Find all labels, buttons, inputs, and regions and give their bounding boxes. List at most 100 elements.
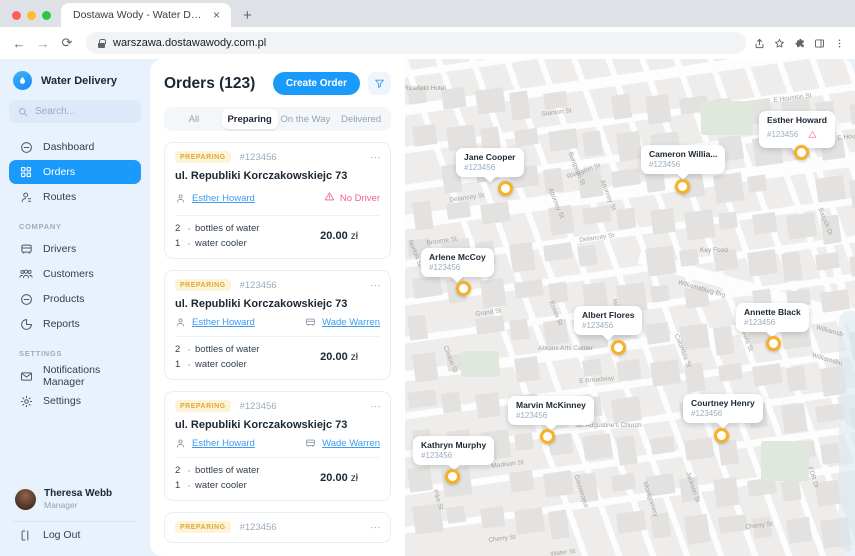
sidebar-item-drivers[interactable]: Drivers xyxy=(9,237,141,261)
map-block xyxy=(781,251,803,282)
address-bar[interactable]: warszawa.dostawawody.com.pl xyxy=(86,32,746,54)
order-card[interactable]: PREPARING #123456 ⋮ ul. Republiki Korczakow… xyxy=(164,142,391,259)
tab-delivered[interactable]: Delivered xyxy=(341,113,382,125)
map-marker-label[interactable]: Jane Cooper #123456 xyxy=(456,148,524,178)
map-block xyxy=(412,200,434,231)
orders-list[interactable]: PREPARING #123456 ⋮ ul. Republiki Korczakow… xyxy=(150,131,405,556)
filter-button[interactable] xyxy=(368,72,391,95)
side-panel-icon[interactable] xyxy=(814,38,825,49)
sidebar-item-settings[interactable]: Settings xyxy=(9,389,141,413)
map-pin-icon[interactable] xyxy=(498,181,513,196)
minimize-window-button[interactable] xyxy=(27,11,36,20)
marker-meta: #123456 xyxy=(582,321,634,331)
sidebar-item-orders[interactable]: Orders xyxy=(9,160,141,184)
map-block xyxy=(616,358,642,382)
window-traffic-lights[interactable] xyxy=(10,11,61,27)
create-order-button[interactable]: Create Order xyxy=(272,72,360,95)
sidebar-item-routes[interactable]: Routes xyxy=(9,185,141,209)
browser-tabstrip: Dostawa Wody - Water Deli... × + xyxy=(0,0,855,27)
order-card[interactable]: PREPARING #123456 ⋮ ul. Republiki Korczakow… xyxy=(164,270,391,380)
customer-link[interactable]: Esther Howard xyxy=(192,192,255,204)
sidebar-item-reports[interactable]: Reports xyxy=(9,312,141,336)
bookmark-star-icon[interactable] xyxy=(774,38,785,49)
order-customer[interactable]: Esther Howard xyxy=(175,193,255,204)
map-pin-icon[interactable] xyxy=(766,336,781,351)
map-marker-label[interactable]: Arlene McCoy #123456 xyxy=(421,248,494,278)
map-marker-label[interactable]: Albert Flores #123456 xyxy=(574,306,643,336)
sidebar-item-products[interactable]: Products xyxy=(9,287,141,311)
bullet-icon xyxy=(188,484,190,487)
order-item: 1 water cooler xyxy=(175,238,259,249)
map-pin-icon[interactable] xyxy=(456,281,471,296)
map-block xyxy=(616,510,647,534)
bottle-icon xyxy=(19,292,33,306)
profile-text: Theresa Webb Manager xyxy=(44,488,112,511)
map-block xyxy=(616,435,638,466)
order-driver[interactable]: Wade Warren xyxy=(305,317,380,328)
maximize-window-button[interactable] xyxy=(42,11,51,20)
item-name: water cooler xyxy=(195,480,247,491)
map-marker-label[interactable]: Esther Howard #123456 xyxy=(759,111,835,149)
driver-link[interactable]: Wade Warren xyxy=(322,438,380,449)
new-tab-button[interactable]: + xyxy=(243,7,252,24)
map-pin-icon[interactable] xyxy=(714,428,729,443)
status-badge: PREPARING xyxy=(175,279,231,291)
map-marker-label[interactable]: Courtney Henry #123456 xyxy=(683,394,763,424)
reload-icon[interactable]: ⟳ xyxy=(61,35,73,50)
map-marker-label[interactable]: Cameron Willia... #123456 xyxy=(641,145,726,175)
order-menu-icon[interactable]: ⋮ xyxy=(369,279,381,291)
share-icon[interactable] xyxy=(754,38,765,49)
search-input[interactable]: Search... xyxy=(9,100,141,123)
forward-icon[interactable]: → xyxy=(36,35,50,51)
map-marker-label[interactable]: Kathryn Murphy #123456 xyxy=(413,436,495,466)
order-card[interactable]: PREPARING #123456 ⋮ ul. Republiki Korczakow… xyxy=(164,391,391,501)
map-panel[interactable]: Stanton St Rivington St Delancey St Delance… xyxy=(405,59,855,556)
logout-button[interactable]: Log Out xyxy=(9,522,141,548)
map-pin-icon[interactable] xyxy=(611,340,626,355)
close-icon[interactable]: × xyxy=(212,8,220,22)
customer-link[interactable]: Esther Howard xyxy=(192,438,255,449)
order-card[interactable]: PREPARING #123456 ⋮ xyxy=(164,512,391,543)
sidebar-item-dashboard[interactable]: Dashboard xyxy=(9,135,141,159)
order-customer[interactable]: Esther Howard xyxy=(175,317,255,328)
map-marker-label[interactable]: Marvin McKinney #123456 xyxy=(508,396,594,426)
sidebar-item-notifications-manager[interactable]: Notifications Manager xyxy=(9,364,141,388)
map-marker-label[interactable]: Annette Black #123456 xyxy=(736,303,809,333)
map-block xyxy=(650,359,682,388)
browser-tab[interactable]: Dostawa Wody - Water Deli... × xyxy=(61,3,231,27)
map-block xyxy=(407,314,429,341)
sidebar-item-label: Customers xyxy=(43,268,94,280)
order-people: Esther Howard No Driver xyxy=(175,189,380,207)
map-block xyxy=(509,469,535,493)
map-shape xyxy=(761,441,809,481)
driver-link[interactable]: Wade Warren xyxy=(322,317,380,328)
person-icon xyxy=(175,438,186,449)
routes-pin-icon xyxy=(19,190,33,204)
order-menu-icon[interactable]: ⋮ xyxy=(369,151,381,163)
tab-preparing[interactable]: Preparing xyxy=(221,109,278,129)
close-window-button[interactable] xyxy=(12,11,21,20)
user-profile[interactable]: Theresa Webb Manager xyxy=(9,480,141,521)
tab-on-the-way[interactable]: On the Way xyxy=(280,113,331,125)
item-qty: 2 xyxy=(175,344,181,355)
marker-order-number: #123456 xyxy=(649,160,681,170)
sidebar-nav-settings: Notifications Manager Settings xyxy=(9,364,141,413)
avatar xyxy=(15,488,36,510)
back-icon[interactable]: ← xyxy=(12,35,26,51)
customer-link[interactable]: Esther Howard xyxy=(192,317,255,328)
order-menu-icon[interactable]: ⋮ xyxy=(369,400,381,412)
sidebar-item-customers[interactable]: Customers xyxy=(9,262,141,286)
map-block xyxy=(577,244,598,267)
map-block xyxy=(582,281,609,309)
order-customer[interactable]: Esther Howard xyxy=(175,438,255,449)
map-pin-icon[interactable] xyxy=(445,469,460,484)
sidebar-group-company: COMPANY xyxy=(19,222,62,231)
tab-all[interactable]: All xyxy=(188,113,200,125)
chrome-menu-icon[interactable] xyxy=(834,38,845,49)
map-pin-icon[interactable] xyxy=(540,429,555,444)
map-pin-icon[interactable] xyxy=(675,179,690,194)
order-driver[interactable]: Wade Warren xyxy=(305,438,380,449)
order-menu-icon[interactable]: ⋮ xyxy=(369,521,381,533)
map-pin-icon[interactable] xyxy=(794,145,809,160)
extensions-puzzle-icon[interactable] xyxy=(794,38,805,49)
